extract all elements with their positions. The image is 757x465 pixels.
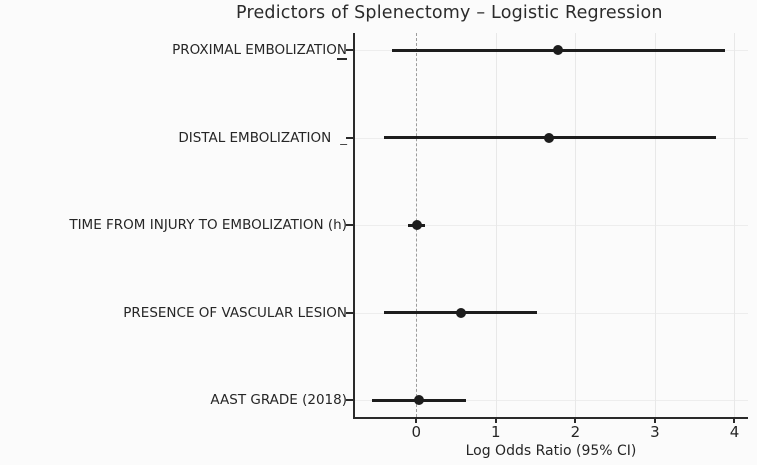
row-gridline xyxy=(355,400,748,401)
x-tick-label: 0 xyxy=(411,423,422,441)
row-label: AAST GRADE (2018) xyxy=(210,392,347,408)
y-axis-tick xyxy=(346,136,353,139)
point-estimate xyxy=(455,307,466,318)
x-axis-tick xyxy=(733,417,736,423)
row-label: TIME FROM INJURY TO EMBOLIZATION (h) xyxy=(69,217,347,233)
y-axis-tick xyxy=(346,399,353,401)
x-axis-label: Log Odds Ratio (95% CI) xyxy=(465,443,637,459)
x-axis-tick xyxy=(415,417,418,423)
x-tick-label: 2 xyxy=(570,423,581,441)
y-axis-tick xyxy=(346,49,353,51)
x-gridline xyxy=(734,33,736,417)
row-label: DISTAL EMBOLIZATION _ xyxy=(178,129,347,146)
row-gridline xyxy=(355,225,748,226)
y-axis-spine xyxy=(353,33,355,419)
x-axis-tick xyxy=(653,417,656,423)
chart-title: Predictors of Splenectomy – Logistic Reg… xyxy=(236,3,663,23)
x-tick-label: 1 xyxy=(491,423,501,441)
label-artifact: _ xyxy=(340,129,347,146)
x-axis-spine xyxy=(353,417,748,419)
point-estimate xyxy=(412,220,423,230)
x-axis-tick xyxy=(494,417,497,423)
point-estimate xyxy=(413,395,424,405)
x-tick-label: 3 xyxy=(650,423,660,441)
x-tick-label: 4 xyxy=(729,423,740,441)
x-axis-tick xyxy=(574,417,577,423)
row-gridline xyxy=(355,312,748,314)
row-label: PROXIMAL EMBOLIZATION xyxy=(172,42,347,60)
x-gridline xyxy=(654,33,656,417)
y-axis-tick xyxy=(346,224,353,226)
y-axis-tick xyxy=(346,311,353,314)
x-gridline xyxy=(495,33,497,417)
point-estimate xyxy=(552,45,563,55)
x-gridline xyxy=(575,33,577,417)
row-label: PRESENCE OF VASCULAR LESION xyxy=(123,304,347,321)
point-estimate xyxy=(544,132,555,143)
